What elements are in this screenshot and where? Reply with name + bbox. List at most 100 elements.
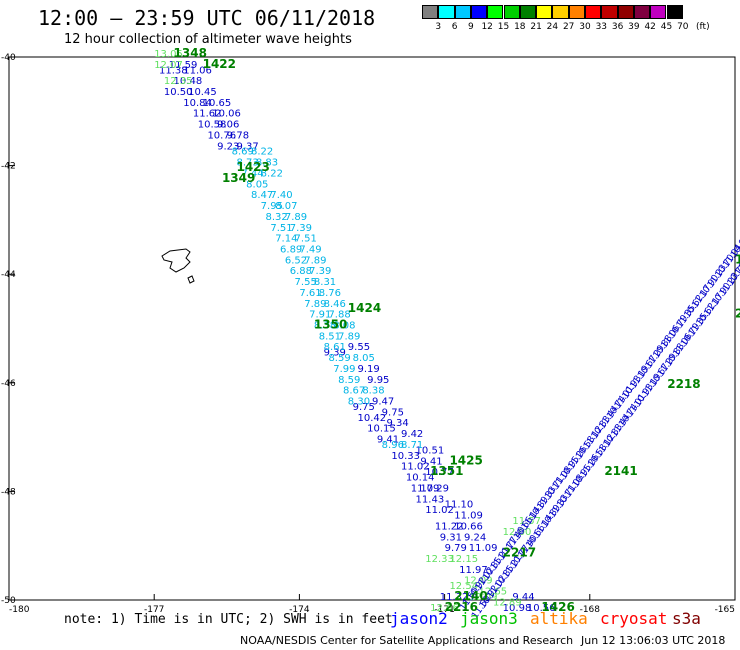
swh-value: 8.31	[314, 277, 336, 288]
legend-label-6: 6	[451, 22, 458, 32]
swh-value: 10.98	[503, 603, 532, 614]
swh-value: 6.88	[290, 266, 312, 277]
swh-value: 12.54	[449, 581, 478, 592]
swh-value: 9.47	[372, 397, 394, 408]
swh-value: 12.35	[164, 76, 193, 87]
satellite-s3a: s3a	[672, 609, 701, 628]
lat-label: -42	[1, 162, 16, 172]
pass-time-label: 1426	[541, 600, 574, 614]
legend-label-9: 9	[468, 22, 474, 32]
swh-value: 7.88	[328, 310, 350, 321]
lon-label: -171	[434, 605, 454, 615]
swh-value: 11.09	[469, 543, 498, 554]
swh-value: 10.29	[420, 483, 449, 494]
pass-time-label: 1351	[430, 464, 463, 478]
swh-value: 9.24	[464, 532, 486, 543]
swh-value: 12.09	[464, 576, 493, 587]
pass-time-label: 2217	[503, 546, 536, 560]
swh-value: 10.15	[367, 424, 396, 435]
swh-value: 8.83	[256, 158, 278, 169]
swh-value: 10.84	[183, 98, 212, 109]
swh-value: 12.66	[430, 603, 459, 614]
swh-value: 7.89	[338, 331, 360, 342]
legend-swatch-39	[617, 5, 634, 19]
swh-value: 7.51	[295, 234, 317, 245]
swh-value: 11.10	[445, 500, 474, 511]
swh-value: 7.89	[304, 299, 326, 310]
swh-value: 7.44	[241, 168, 263, 179]
swh-value: 8.59	[338, 375, 360, 386]
satellite-altika: altika	[530, 609, 588, 628]
legend-swatch-15	[487, 5, 504, 19]
swh-value: 10.33	[391, 451, 420, 462]
legend-label-70: 70	[677, 22, 689, 32]
swh-value: 11.97	[459, 565, 488, 576]
legend-label-33: 33	[595, 22, 608, 32]
swh-value: 8.69	[232, 147, 254, 158]
swh-value: 11.57	[512, 516, 541, 527]
legend-label-12: 12	[481, 22, 493, 32]
swh-value: 7.39	[290, 223, 312, 234]
legend-swatch-6	[438, 5, 455, 19]
legend-swatch-70	[666, 5, 683, 19]
legend-unit: (ft)	[696, 22, 710, 32]
pass-time-label: 2218	[667, 377, 700, 391]
lon-label: -177	[144, 605, 164, 615]
legend-swatch-12	[470, 5, 488, 19]
island-outline	[161, 248, 191, 273]
lon-label: -168	[580, 605, 601, 615]
swh-value: 11.09	[454, 511, 483, 522]
swh-value: 9.19	[357, 364, 379, 375]
swh-value: 8.47	[251, 190, 273, 201]
swh-value: 11.06	[183, 65, 212, 76]
swh-value: 12.65	[478, 587, 507, 598]
swh-value: 10.42	[357, 413, 386, 424]
satellite-jason3: jason3	[460, 609, 518, 628]
swh-value: 10.66	[454, 521, 483, 532]
legend-label-21: 21	[530, 22, 542, 32]
swh-value: 12.33	[425, 554, 454, 565]
swh-value: 8.22	[251, 147, 273, 158]
swh-value: 9.95	[367, 375, 389, 386]
legend-label-18: 18	[514, 22, 526, 32]
swh-value: 8.76	[319, 288, 341, 299]
swh-value: 8.07	[275, 201, 297, 212]
legend-swatch-30	[568, 5, 585, 19]
legend-label-15: 15	[497, 22, 510, 32]
swh-value: 7.95	[261, 201, 283, 212]
swh-value: 9.55	[348, 342, 370, 353]
swh-value: 9.78	[227, 130, 249, 141]
footer-note: note: 1) Time is in UTC; 2) SWH is in fe…	[64, 612, 393, 627]
lat-label: -40	[1, 53, 16, 63]
legend-swatch-9	[454, 5, 471, 19]
swh-value: 8.05	[353, 353, 375, 364]
swh-value: 8.71	[401, 440, 423, 451]
legend-swatch-24	[536, 5, 553, 19]
swh-value: 7.89	[304, 255, 326, 266]
swh-value: 8.22	[261, 168, 283, 179]
swh-value: 10.65	[203, 98, 232, 109]
lat-label: -50	[1, 596, 16, 606]
pass-time-label: 1422	[203, 57, 236, 71]
swh-value: 10.45	[188, 87, 217, 98]
lon-label: -174	[289, 605, 310, 615]
swh-value: 8.51	[319, 331, 341, 342]
satellite-jason2: jason2	[390, 609, 448, 628]
swh-value: 8.61	[324, 342, 346, 353]
legend-label-36: 36	[611, 22, 624, 32]
swh-value: 10.77	[425, 467, 454, 478]
swh-value: 7.51	[270, 223, 292, 234]
swh-value: 8.96	[382, 440, 404, 451]
legend-swatch-18	[503, 5, 520, 19]
swh-value: 8.08	[333, 321, 355, 332]
swh-value: 9.23	[217, 141, 239, 152]
swh-value: 9.42	[401, 429, 423, 440]
swh-value: 9.39	[324, 348, 346, 359]
legend-swatch-21	[519, 5, 537, 19]
swh-value: 12.07	[154, 60, 183, 71]
swh-value: 8.73	[236, 158, 258, 169]
legend-swatch-33	[585, 5, 602, 19]
lat-label: -46	[1, 379, 16, 389]
swh-value: 10.48	[174, 76, 203, 87]
